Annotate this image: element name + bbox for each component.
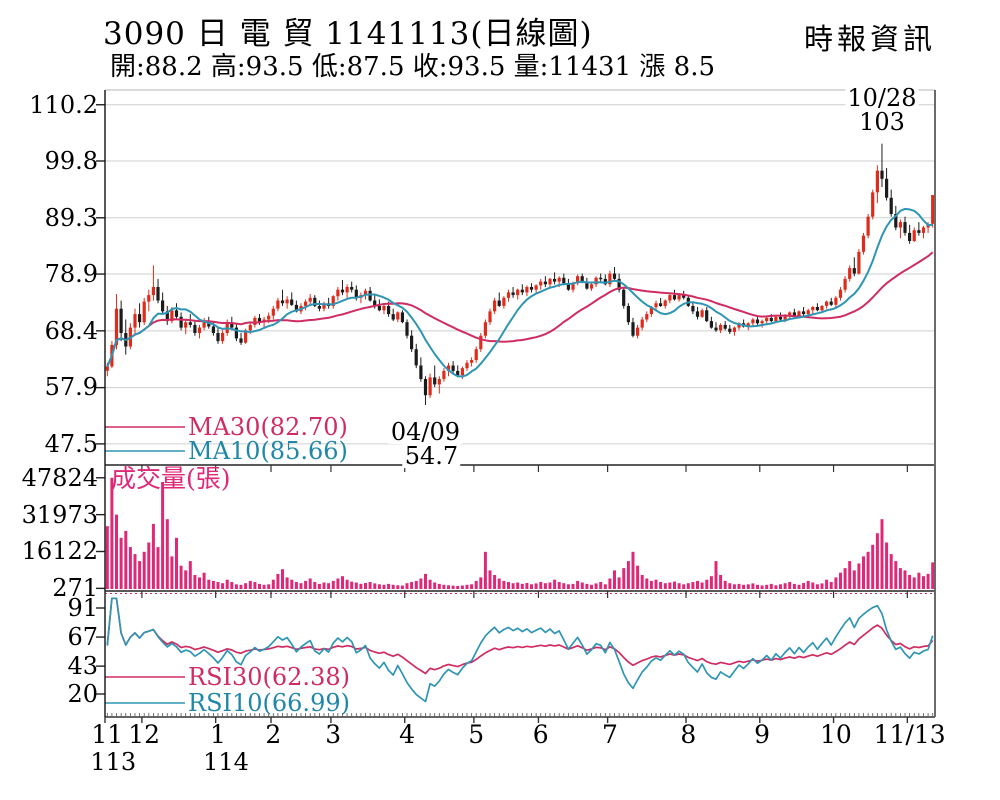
ma10-legend-label: MA10(85.66) xyxy=(188,437,348,465)
price-axis-tick: 89.3 xyxy=(44,204,98,232)
volume-axis-tick: 271 xyxy=(52,574,98,602)
x-axis-month: 1 xyxy=(210,720,226,749)
price-axis-tick: 78.9 xyxy=(44,260,98,288)
chart-title: 3090 日 電 貿 1141113(日線圖) xyxy=(103,16,593,52)
rsi-axis-tick: 43 xyxy=(67,652,98,680)
x-axis-month: 11/13 xyxy=(873,720,946,749)
volume-axis-tick: 31973 xyxy=(21,501,98,529)
rsi-axis-tick: 91 xyxy=(67,594,98,622)
rsi-axis-tick: 20 xyxy=(67,680,98,708)
x-axis-year: 113 xyxy=(90,748,137,776)
price-axis-tick: 68.4 xyxy=(44,317,98,345)
x-axis-month: 7 xyxy=(601,720,618,749)
x-axis-month: 8 xyxy=(680,720,697,749)
x-axis-month: 3 xyxy=(325,720,342,749)
x-axis-month: 9 xyxy=(754,720,771,749)
rsi10-legend-label: RSI10(66.99) xyxy=(188,689,350,717)
ohlc-summary: 開:88.2 高:93.5 低:87.5 收:93.5 量:11431 漲 8.… xyxy=(110,52,716,82)
rsi30-legend-label: RSI30(62.38) xyxy=(188,663,350,691)
x-axis-month: 10 xyxy=(819,720,852,749)
price-axis-tick: 99.8 xyxy=(44,147,98,175)
x-axis-year: 114 xyxy=(203,748,249,776)
low-annotation-date: 04/09 xyxy=(388,418,463,446)
x-axis-month: 5 xyxy=(468,720,485,749)
low-annotation-value: 54.7 xyxy=(402,442,461,470)
volume-axis-tick: 47824 xyxy=(21,464,98,492)
x-axis-month: 4 xyxy=(399,720,415,749)
rsi-axis-tick: 67 xyxy=(67,623,98,651)
x-axis-month: 11 xyxy=(91,720,124,749)
volume-axis-tick: 16122 xyxy=(21,537,98,565)
price-axis-tick: 47.5 xyxy=(44,430,98,458)
high-annotation-date: 10/28 xyxy=(845,84,919,112)
price-axis-tick: 110.2 xyxy=(29,91,98,119)
high-annotation-value: 103 xyxy=(857,108,907,136)
price-axis-tick: 57.9 xyxy=(44,373,98,401)
volume-panel-title: 成交量(張) xyxy=(111,464,231,493)
x-axis-month: 2 xyxy=(265,720,282,749)
ma30-legend-label: MA30(82.70) xyxy=(188,413,348,441)
x-axis-month: 12 xyxy=(128,720,161,749)
source-label: 時報資訊 xyxy=(804,22,937,56)
x-axis-month: 6 xyxy=(532,720,549,749)
